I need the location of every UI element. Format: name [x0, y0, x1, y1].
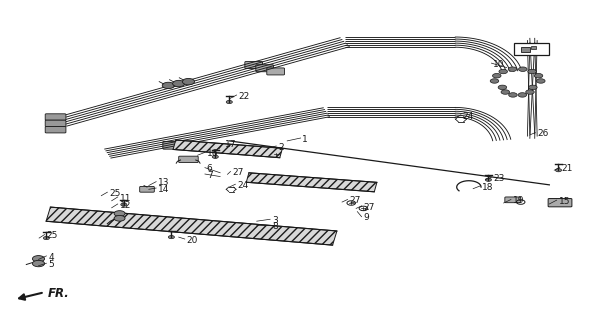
Circle shape [212, 155, 218, 158]
Circle shape [528, 69, 536, 74]
FancyBboxPatch shape [140, 187, 155, 192]
Circle shape [509, 93, 517, 97]
FancyBboxPatch shape [531, 46, 536, 49]
Circle shape [485, 178, 491, 181]
Circle shape [163, 82, 174, 89]
Text: 27: 27 [232, 168, 244, 177]
Text: 1: 1 [302, 135, 308, 144]
Text: 23: 23 [493, 174, 505, 183]
FancyBboxPatch shape [163, 141, 177, 149]
Circle shape [525, 90, 534, 94]
Text: 17: 17 [225, 140, 236, 149]
Polygon shape [246, 173, 377, 192]
Circle shape [492, 74, 501, 78]
Circle shape [519, 67, 527, 71]
Text: 3: 3 [272, 216, 278, 225]
Text: 2: 2 [278, 143, 284, 152]
Circle shape [226, 100, 232, 104]
Text: FR.: FR. [48, 287, 70, 300]
FancyBboxPatch shape [45, 114, 66, 120]
Circle shape [490, 79, 499, 83]
Circle shape [182, 78, 194, 85]
FancyBboxPatch shape [521, 47, 530, 52]
Circle shape [536, 79, 545, 83]
Circle shape [529, 85, 537, 90]
Polygon shape [173, 140, 282, 158]
Circle shape [534, 74, 543, 78]
Circle shape [499, 69, 508, 74]
Circle shape [121, 203, 127, 206]
Text: 20: 20 [186, 236, 198, 245]
Text: 26: 26 [537, 129, 549, 138]
Text: 9: 9 [364, 213, 369, 222]
Text: 7: 7 [207, 171, 213, 180]
Text: 13: 13 [158, 179, 169, 188]
FancyBboxPatch shape [45, 126, 66, 133]
FancyBboxPatch shape [505, 197, 521, 203]
Circle shape [169, 236, 174, 239]
Circle shape [32, 260, 45, 267]
Text: 16: 16 [207, 149, 218, 158]
Text: 19: 19 [513, 196, 524, 205]
FancyBboxPatch shape [178, 156, 198, 163]
Circle shape [501, 90, 510, 94]
Text: 6: 6 [207, 164, 213, 173]
Text: 22: 22 [238, 92, 250, 101]
Circle shape [555, 169, 562, 172]
Text: 4: 4 [48, 253, 54, 262]
Text: 27: 27 [364, 203, 375, 212]
Text: 15: 15 [558, 197, 570, 206]
FancyBboxPatch shape [548, 198, 572, 207]
FancyBboxPatch shape [245, 61, 263, 68]
Text: 11: 11 [120, 194, 131, 203]
Text: 25: 25 [46, 231, 58, 240]
Circle shape [498, 85, 507, 90]
Text: 27: 27 [349, 196, 360, 205]
Circle shape [43, 236, 49, 240]
Circle shape [114, 215, 125, 221]
Circle shape [172, 80, 185, 87]
Text: 10: 10 [493, 60, 505, 69]
Text: 21: 21 [562, 164, 573, 173]
FancyBboxPatch shape [45, 120, 66, 126]
Circle shape [518, 93, 527, 97]
Text: 25: 25 [109, 189, 120, 198]
Circle shape [32, 256, 45, 262]
Text: 24: 24 [237, 181, 249, 190]
Text: 24: 24 [463, 112, 474, 121]
Text: 14: 14 [158, 185, 169, 194]
Circle shape [114, 211, 125, 216]
FancyBboxPatch shape [256, 65, 274, 72]
Text: 5: 5 [48, 260, 54, 269]
Text: 12: 12 [120, 201, 131, 210]
FancyBboxPatch shape [267, 68, 285, 75]
FancyBboxPatch shape [514, 44, 549, 55]
Text: 18: 18 [482, 183, 494, 192]
Polygon shape [46, 207, 337, 245]
Circle shape [508, 67, 517, 71]
Text: 8: 8 [272, 222, 278, 231]
